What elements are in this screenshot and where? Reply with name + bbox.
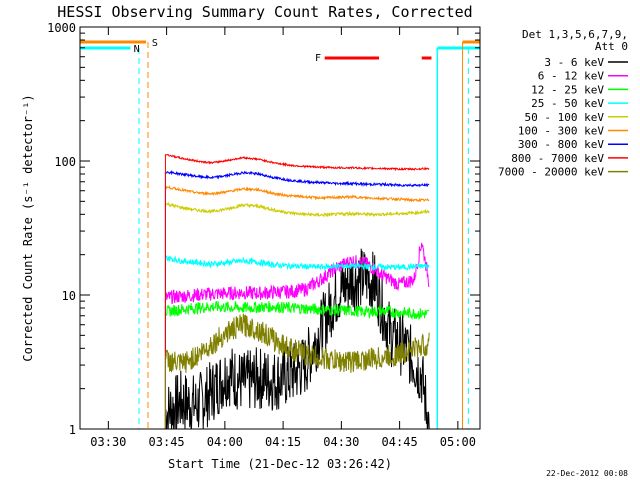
x-tick-label-2: 04:00 (207, 435, 243, 449)
footer-date: 22-Dec-2012 00:08 (546, 469, 628, 478)
legend-label-6: 300 - 800 keV (518, 138, 604, 151)
y-axis-label: Corrected Count Rate (s⁻¹ detector⁻¹) (21, 94, 35, 361)
x-tick-label-6: 05:00 (440, 435, 476, 449)
series-line-7 (165, 153, 430, 172)
series-line-0 (164, 248, 430, 430)
y-tick-label-1: 10 (62, 289, 76, 303)
plot-area: N S F (80, 38, 480, 430)
legend-label-8: 7000 - 20000 keV (498, 166, 604, 179)
legend-label-5: 100 - 300 keV (518, 125, 604, 138)
series-line-6 (165, 170, 430, 188)
axis-ticks: 03:30 03:45 04:00 04:15 04:30 04:45 05:00 1 10 10… (47, 21, 480, 449)
series-line-3 (164, 255, 430, 272)
y-tick-label-3: 1000 (47, 21, 76, 35)
series-line-8 (164, 313, 430, 373)
legend-label-4: 50 - 100 keV (525, 111, 605, 124)
chart-title: HESSI Observing Summary Count Rates, Cor… (57, 3, 472, 21)
series-line-1 (164, 242, 430, 305)
x-axis-label: Start Time (21-Dec-12 03:26:42) (168, 457, 392, 471)
y-tick-label-0: 1 (69, 423, 76, 437)
legend-label-1: 6 - 12 keV (538, 70, 605, 83)
x-tick-label-1: 03:45 (149, 435, 185, 449)
y-tick-label-2: 100 (54, 155, 76, 169)
legend-title-line-1: Det 1,3,5,6,7,9, (522, 28, 628, 41)
x-tick-label-0: 03:30 (90, 435, 126, 449)
saa-label: S (152, 38, 158, 49)
night-label: N (134, 44, 140, 55)
x-tick-label-4: 04:30 (323, 435, 359, 449)
legend-label-2: 12 - 25 keV (531, 83, 604, 96)
flare-label: F (315, 53, 321, 64)
series-line-2 (165, 300, 430, 321)
series-line-5 (164, 184, 430, 203)
legend-label-3: 25 - 50 keV (531, 97, 604, 110)
legend-label-7: 800 - 7000 keV (511, 152, 604, 165)
legend-title-line-2: Att 0 (595, 40, 628, 53)
series-line-4 (165, 201, 430, 218)
x-tick-label-5: 04:45 (382, 435, 418, 449)
x-tick-label-3: 04:15 (265, 435, 301, 449)
legend-label-0: 3 - 6 keV (544, 56, 604, 69)
plot-frame (79, 26, 481, 430)
